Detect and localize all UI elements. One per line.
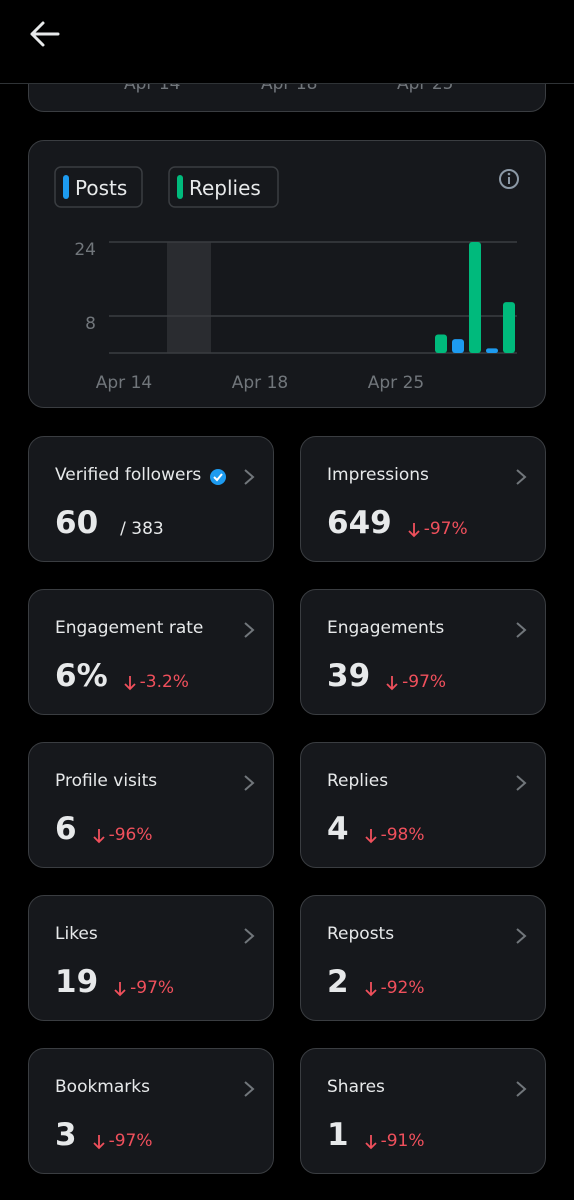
info-icon[interactable] <box>499 169 519 189</box>
stat-title: Engagements <box>327 618 445 638</box>
stat-title: Likes <box>55 924 98 944</box>
stat-total: / 383 <box>120 519 164 539</box>
stat-change: -97% <box>108 1131 153 1151</box>
chevron <box>516 622 527 638</box>
y-tick-label: 24 <box>74 240 96 260</box>
stat-change: -91% <box>380 1131 425 1151</box>
down-arrow <box>364 1135 377 1150</box>
stat-title: Replies <box>327 771 389 791</box>
y-tick-label: 8 <box>85 314 96 334</box>
bar <box>452 339 464 353</box>
stat-value: 19 <box>55 964 99 1000</box>
stat-title: Reposts <box>327 924 395 944</box>
down-arrow <box>114 982 126 997</box>
stat-value: 1 <box>327 1117 349 1153</box>
back-button[interactable] <box>20 8 80 68</box>
legend-item[interactable]: Posts <box>54 166 143 208</box>
stat-value: 3 <box>55 1117 77 1153</box>
down-arrow <box>408 523 420 538</box>
legend-label: Replies <box>189 176 261 200</box>
stat-value: 6 <box>55 811 77 847</box>
stat-card[interactable]: Replies 4 -98% <box>300 742 546 868</box>
down-arrow <box>386 676 398 691</box>
legend-swatch <box>177 175 183 199</box>
stat-change: -97% <box>402 672 447 692</box>
down-arrow <box>123 676 136 691</box>
legend-chip <box>54 166 143 208</box>
x-tick-label: Apr 25 <box>368 373 424 393</box>
stat-title: Shares <box>327 1077 385 1097</box>
hover-highlight <box>167 242 211 353</box>
stat-change: -98% <box>380 825 425 845</box>
stat-value: 2 <box>327 964 349 1000</box>
stat-change: -97% <box>423 519 468 539</box>
chart: Posts Replies 8 24 Apr 14 Apr 18 Apr 25 <box>54 166 519 393</box>
stat-card[interactable]: Engagements 39 -97% <box>300 589 546 715</box>
legend-label: Posts <box>75 176 127 200</box>
stat-change: -92% <box>380 978 425 998</box>
stat-card[interactable]: Impressions 649 -97% <box>300 436 546 562</box>
down-arrow <box>364 982 377 997</box>
down-arrow <box>92 1135 105 1150</box>
bar <box>469 242 481 353</box>
stat-value: 649 <box>327 505 392 541</box>
chevron <box>244 775 255 791</box>
bar <box>486 348 498 353</box>
stat-title: Bookmarks <box>55 1077 150 1097</box>
stat-change: -3.2% <box>139 672 189 692</box>
stat-card[interactable]: Verified followers 60 / 383 <box>28 436 274 562</box>
legend-swatch <box>63 175 69 199</box>
stat-card[interactable]: Likes 19 -97% <box>28 895 274 1021</box>
verified-badge <box>210 469 227 485</box>
chevron <box>516 1081 527 1097</box>
legend-chip <box>168 166 279 208</box>
stat-card[interactable]: Bookmarks 3 -97% <box>28 1048 274 1174</box>
stat-card[interactable]: Profile visits 6 -96% <box>28 742 274 868</box>
bar <box>435 334 447 353</box>
chevron <box>244 1081 255 1097</box>
stat-change: -96% <box>108 825 153 845</box>
chevron <box>516 469 527 485</box>
chevron <box>244 469 255 485</box>
stat-card[interactable]: Reposts 2 -92% <box>300 895 546 1021</box>
stat-title: Profile visits <box>55 771 158 791</box>
stat-card[interactable]: Shares 1 -91% <box>300 1048 546 1174</box>
bar <box>503 302 515 353</box>
stat-value: 60 <box>55 505 99 541</box>
header <box>0 0 574 84</box>
x-tick-label: Apr 14 <box>96 373 152 393</box>
activity-chart-card: Posts Replies 8 24 Apr 14 Apr 18 Apr 25 <box>28 140 546 408</box>
stat-title: Engagement rate <box>55 618 204 638</box>
x-tick-label: Apr 18 <box>232 373 288 393</box>
stat-value: 39 <box>327 658 371 694</box>
stat-card[interactable]: Engagement rate 6% -3.2% <box>28 589 274 715</box>
stat-title: Impressions <box>327 465 429 485</box>
chevron <box>516 928 527 944</box>
down-arrow <box>364 829 377 844</box>
chevron <box>244 622 255 638</box>
chevron <box>244 928 255 944</box>
stat-value: 6% <box>55 658 108 694</box>
stat-change: -97% <box>130 978 175 998</box>
stat-value: 4 <box>327 811 349 847</box>
chevron <box>516 775 527 791</box>
legend-item[interactable]: Replies <box>168 166 279 208</box>
down-arrow <box>92 829 105 844</box>
stat-title: Verified followers <box>55 465 202 485</box>
